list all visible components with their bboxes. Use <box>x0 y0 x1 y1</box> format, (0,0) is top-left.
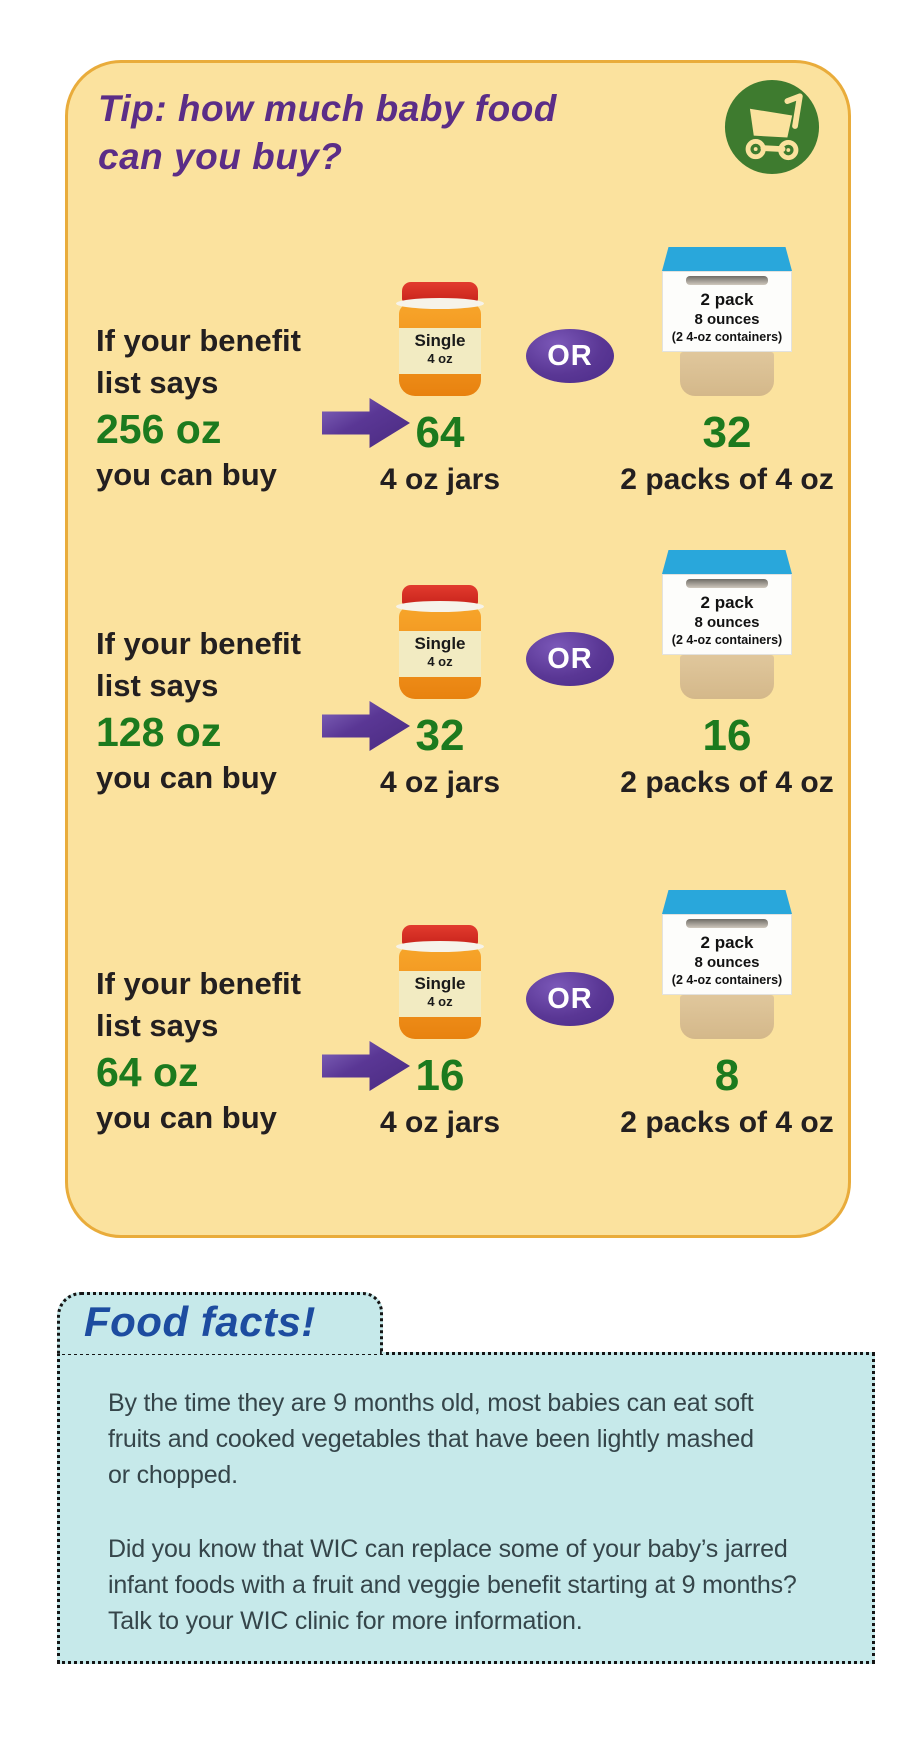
pack-cup <box>680 995 774 1039</box>
benefit-condition-block: If your benefit list says 128 oz you can… <box>96 623 410 803</box>
pack-label: 2 pack 8 ounces (2 4-oz containers) <box>662 271 792 352</box>
condition-line: If your benefit <box>96 626 301 661</box>
benefit-condition-block: If your benefit list says 256 oz you can… <box>96 320 410 500</box>
pack-cup <box>680 352 774 396</box>
jar-ring <box>396 601 484 612</box>
shopping-cart-icon <box>724 79 820 175</box>
food-facts-paragraph: By the time they are 9 months old, most … <box>108 1389 754 1489</box>
benefit-row-256oz: If your benefit list says 256 oz you can… <box>96 180 836 500</box>
pack-lid <box>686 579 768 588</box>
two-pack-image: 2 pack 8 ounces (2 4-oz containers) <box>659 550 795 699</box>
pack-count: 32 <box>702 408 752 457</box>
or-separator: OR <box>516 972 624 1026</box>
pack-label: 2 pack 8 ounces (2 4-oz containers) <box>662 914 792 995</box>
condition-line: list says <box>96 1008 219 1043</box>
food-facts-tab: Food facts! <box>57 1292 383 1354</box>
or-separator: OR <box>516 329 624 383</box>
jar-option: Single 4 oz 32 4 oz jars <box>364 531 516 803</box>
jar-body: Single 4 oz <box>399 304 481 396</box>
jar-unit-label: 4 oz jars <box>379 463 501 496</box>
pack-lid <box>686 276 768 285</box>
food-facts-paragraph: Did you know that WIC can replace some o… <box>108 1535 797 1635</box>
pack-lid <box>686 919 768 928</box>
pack-label: 2 pack 8 ounces (2 4-oz containers) <box>662 574 792 655</box>
tip-card-title: Tip: how much baby food can you buy? <box>98 88 557 178</box>
baby-food-jar-image: Single 4 oz <box>394 282 486 396</box>
baby-food-jar-image: Single 4 oz <box>394 925 486 1039</box>
benefit-amount: 64 oz <box>96 1049 199 1095</box>
jar-unit-label: 4 oz jars <box>379 1106 501 1139</box>
jar-option: Single 4 oz 16 4 oz jars <box>364 871 516 1143</box>
jar-count: 16 <box>415 1051 465 1100</box>
jar-unit-label: 4 oz jars <box>379 766 501 799</box>
jar-label: Single 4 oz <box>399 631 481 677</box>
jar-ring <box>396 941 484 952</box>
jar-option: Single 4 oz 64 4 oz jars <box>364 228 516 500</box>
jar-cap <box>402 585 478 605</box>
food-facts-title: Food facts! <box>84 1297 316 1345</box>
condition-line: If your benefit <box>96 966 301 1001</box>
pack-unit-label: 2 packs of 4 oz <box>620 463 834 496</box>
benefit-amount: 256 oz <box>96 406 222 452</box>
condition-line: you can buy <box>96 1100 277 1135</box>
pack-unit-label: 2 packs of 4 oz <box>620 1106 834 1139</box>
condition-line: you can buy <box>96 457 277 492</box>
jar-count: 64 <box>415 408 465 457</box>
jar-count: 32 <box>415 711 465 760</box>
pack-top <box>662 550 792 574</box>
baby-food-jar-image: Single 4 oz <box>394 585 486 699</box>
condition-line: If your benefit <box>96 323 301 358</box>
tip-card: Tip: how much baby food can you buy? If … <box>65 60 851 1238</box>
benefit-condition-block: If your benefit list says 64 oz you can … <box>96 963 410 1143</box>
food-facts-panel: By the time they are 9 months old, most … <box>57 1352 875 1664</box>
pack-unit-label: 2 packs of 4 oz <box>620 766 834 799</box>
pack-top <box>662 247 792 271</box>
jar-ring <box>396 298 484 309</box>
jar-cap <box>402 925 478 945</box>
or-badge: OR <box>526 329 614 383</box>
pack-option: 2 pack 8 ounces (2 4-oz containers) 16 2… <box>620 531 834 803</box>
pack-option: 2 pack 8 ounces (2 4-oz containers) 32 2… <box>620 228 834 500</box>
jar-label: Single 4 oz <box>399 971 481 1017</box>
condition-line: list says <box>96 668 219 703</box>
pack-top <box>662 890 792 914</box>
jar-body: Single 4 oz <box>399 607 481 699</box>
pack-count: 16 <box>702 711 752 760</box>
two-pack-image: 2 pack 8 ounces (2 4-oz containers) <box>659 247 795 396</box>
benefit-row-128oz: If your benefit list says 128 oz you can… <box>96 483 836 803</box>
or-badge: OR <box>526 972 614 1026</box>
condition-line: you can buy <box>96 760 277 795</box>
condition-line: list says <box>96 365 219 400</box>
two-pack-image: 2 pack 8 ounces (2 4-oz containers) <box>659 890 795 1039</box>
jar-label: Single 4 oz <box>399 328 481 374</box>
jar-body: Single 4 oz <box>399 947 481 1039</box>
or-badge: OR <box>526 632 614 686</box>
pack-option: 2 pack 8 ounces (2 4-oz containers) 8 2 … <box>620 871 834 1143</box>
jar-cap <box>402 282 478 302</box>
or-separator: OR <box>516 632 624 686</box>
pack-count: 8 <box>714 1051 740 1100</box>
pack-cup <box>680 655 774 699</box>
benefit-amount: 128 oz <box>96 709 222 755</box>
benefit-row-64oz: If your benefit list says 64 oz you can … <box>96 823 836 1143</box>
